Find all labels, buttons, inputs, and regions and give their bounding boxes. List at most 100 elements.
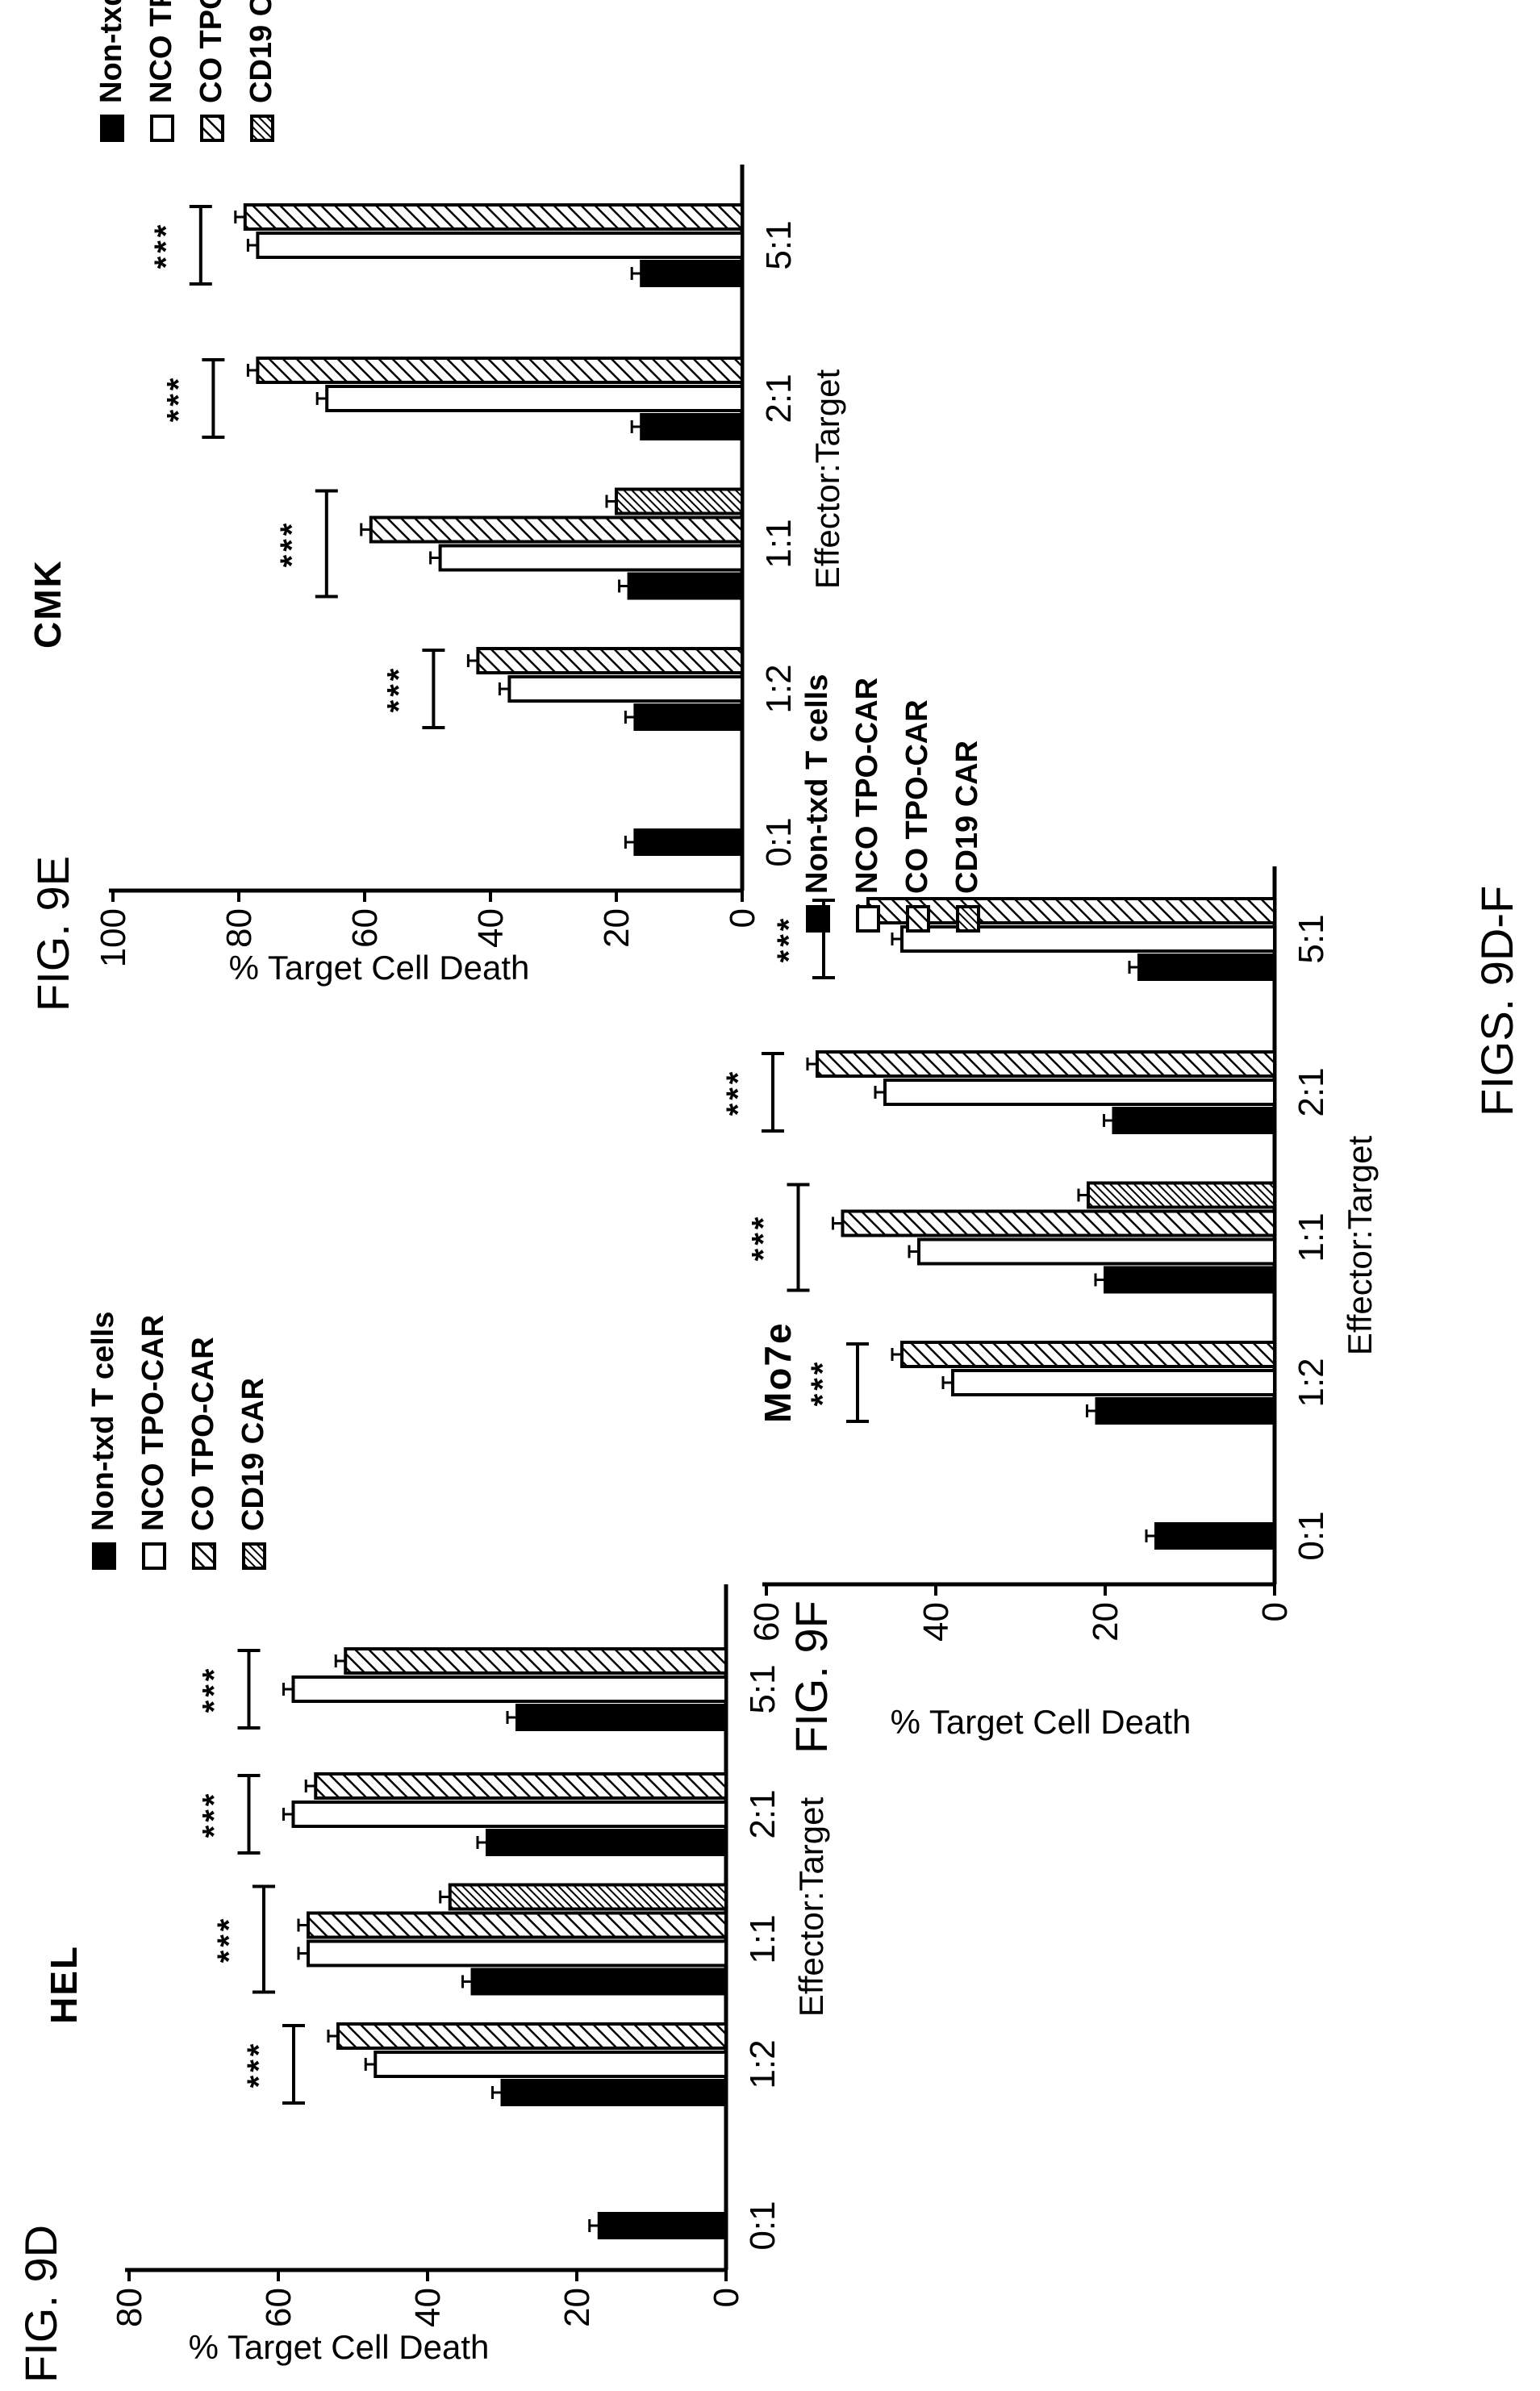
hel-title: HEL [43,1945,85,2024]
hel-legend-label: NCO TPO-CAR [136,1315,170,1531]
cmk-legend-swatch [150,115,174,142]
cmk-x-tick-label: 2:1 [759,373,799,423]
mo7e-y-tick-label: 20 [1086,1602,1125,1642]
hel-bar-nco-tpo-car [307,1939,728,1967]
cmk-y-tick-label: 40 [471,908,511,948]
hel-bar-non-txd-t-cells [486,1829,728,1856]
mo7e-bar-non-txd-t-cells [1137,953,1276,981]
cmk-legend-swatch [250,115,274,142]
cmk-legend-label: CD19 CAR [244,0,278,103]
mo7e-bar-non-txd-t-cells [1095,1397,1276,1425]
fig-9e-caption: FIG. 9E [27,856,78,1012]
mo7e-bar-co-tpo-car [900,1341,1276,1368]
cmk-bar-non-txd-t-cells [633,703,745,731]
mo7e-x-tick-label: 0:1 [1292,1511,1331,1560]
hel-legend-label: CO TPO-CAR [186,1337,220,1531]
cmk-bar-non-txd-t-cells [633,828,745,856]
hel-sig-stars: *** [211,1916,247,1963]
hel-x-axis-label: Effector:Target [792,1796,830,2017]
cmk-bar-nco-tpo-car [438,544,744,572]
cmk-plot: 0 20 40 60 80 100 0:1 1:2 *** 1:1 *** 2:1 *** 5:1 *** N… [94,0,799,967]
hel-legend-swatch [92,1542,116,1570]
cmk-legend: Non-txd T cells NCO TPO-CAR CO TPO-CAR CD19… [94,0,278,142]
cmk-title: CMK [27,559,69,649]
hel-sig-stars: *** [197,1666,232,1713]
cmk-bar-nco-tpo-car [325,385,744,412]
mo7e-legend-label: CO TPO-CAR [900,699,934,894]
cmk-sig-stars: *** [381,666,416,713]
mo7e-bar-non-txd-t-cells [1154,1522,1276,1550]
cmk-bar-co-tpo-car [256,357,744,384]
cmk-legend-label: Non-txd T cells [94,0,128,103]
hel-legend-label: Non-txd T cells [86,1312,120,1531]
hel-bar-nco-tpo-car [291,1675,728,1703]
cmk-y-tick-label: 100 [94,908,133,967]
hel-x-tick-label: 0:1 [743,2201,783,2250]
hel-y-tick-label: 60 [259,2288,298,2327]
hel-legend-swatch [242,1542,266,1570]
hel-legend-label: CD19 CAR [236,1378,270,1531]
mo7e-y-tick-label: 40 [916,1602,956,1642]
mo7e-sig-stars: *** [771,916,807,963]
cmk-x-tick-label: 1:2 [759,664,799,713]
cmk-y-tick-label: 20 [597,908,636,948]
mo7e-legend-label: CD19 CAR [950,741,984,894]
mo7e-bar-nco-tpo-car [883,1079,1276,1106]
hel-y-tick-label: 20 [557,2288,597,2327]
hel-y-tick-label: 40 [408,2288,448,2327]
hel-x-tick-label: 2:1 [743,1789,783,1838]
cmk-x-tick-label: 5:1 [759,220,799,269]
cmk-sig-stars: *** [148,222,184,269]
cmk-bar-non-txd-t-cells [640,260,745,287]
mo7e-bar-co-tpo-car [841,1209,1276,1237]
hel-bar-non-txd-t-cells [470,1967,728,1996]
figure-caption: FIGS. 9D-F [1471,886,1522,1116]
cmk-x-tick-label: 1:1 [759,519,799,568]
cmk-legend-label: CO TPO-CAR [194,0,228,103]
hel-bar-nco-tpo-car [374,2051,728,2078]
hel-legend: Non-txd T cells NCO TPO-CAR CO TPO-CAR CD19… [86,1312,270,1570]
cmk-y-tick-label: 80 [219,908,259,948]
mo7e-x-tick-label: 1:2 [1292,1358,1331,1407]
cmk-y-tick-label: 0 [723,908,762,928]
mo7e-legend-swatch [906,905,930,933]
cmk-bar-co-tpo-car [476,647,745,674]
mo7e-bar-nco-tpo-car [917,1237,1276,1266]
cmk-bar-non-txd-t-cells [627,572,744,600]
mo7e-bar-non-txd-t-cells [1112,1107,1276,1134]
hel-bar-co-tpo-car [344,1647,728,1675]
mo7e-sig-stars: *** [805,1359,841,1407]
mo7e-bar-nco-tpo-car [951,1369,1276,1396]
mo7e-bar-non-txd-t-cells [1104,1266,1276,1294]
cmk-bar-nco-tpo-car [507,675,745,703]
mo7e-x-tick-label: 1:1 [1292,1212,1331,1262]
mo7e-y-tick-label: 0 [1255,1602,1295,1621]
mo7e-legend-label: NCO TPO-CAR [850,678,884,894]
mo7e-bar-co-tpo-car [816,1050,1276,1078]
hel-bar-co-tpo-car [314,1772,728,1800]
fig-9d-caption: FIG. 9D [15,2225,66,2383]
hel-bar-non-txd-t-cells [597,2212,728,2239]
cmk-bar-co-tpo-car [243,203,744,231]
cmk-bar-cd19-car [615,487,744,515]
cmk-bar-co-tpo-car [369,515,744,544]
mo7e-sig-stars: *** [720,1069,756,1116]
mo7e-y-axis-label: % Target Cell Death [891,1703,1192,1741]
hel-plot: 0 20 40 60 80 0:1 1:2 *** 1:1 *** 2:1 *** 5:1 *** Non-… [86,1312,783,2327]
cmk-bar-nco-tpo-car [256,232,744,259]
hel-bar-cd19-car [448,1883,728,1911]
hel-bar-nco-tpo-car [291,1801,728,1828]
fig-9f-caption: FIG. 9F [786,1600,837,1754]
mo7e-legend-swatch [856,905,880,933]
cmk-y-axis-label: % Target Cell Death [229,949,530,987]
hel-x-tick-label: 1:1 [743,1914,783,1963]
mo7e-legend-label: Non-txd T cells [800,674,834,894]
mo7e-bar-cd19-car [1087,1181,1276,1209]
cmk-sig-stars: *** [274,520,310,568]
cmk-x-tick-label: 0:1 [759,817,799,866]
hel-bar-non-txd-t-cells [515,1704,728,1731]
mo7e-sig-stars: *** [746,1214,782,1262]
hel-bar-co-tpo-car [307,1911,728,1939]
